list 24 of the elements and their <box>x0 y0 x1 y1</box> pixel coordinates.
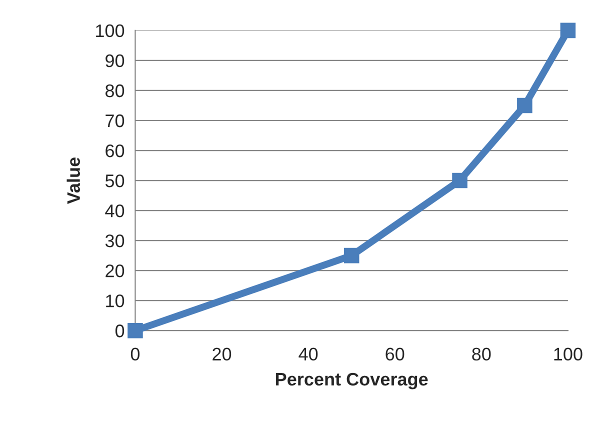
y-tick-label: 60 <box>106 144 124 158</box>
y-tick-label: 90 <box>106 54 124 68</box>
x-tick-label: 40 <box>298 348 318 361</box>
point <box>128 322 143 338</box>
point <box>344 248 360 264</box>
y-tick-label: 70 <box>106 114 124 128</box>
point <box>452 172 468 188</box>
point <box>560 22 576 38</box>
y-axis-title: Value <box>66 158 80 204</box>
y-tick-label: 50 <box>105 174 124 188</box>
x-tick-label: 0 <box>130 348 140 361</box>
x-tick-label: 60 <box>386 348 404 361</box>
x-tick-label: 20 <box>212 348 232 361</box>
x-tick-label: 100 <box>554 348 582 361</box>
y-tick-label: 100 <box>96 24 124 38</box>
y-tick-label: 30 <box>105 234 124 248</box>
y-tick-label: 10 <box>106 294 124 308</box>
y-tick-label: 40 <box>105 204 124 218</box>
y-tick-label: 80 <box>106 84 124 98</box>
x-tick-label: 80 <box>472 348 491 361</box>
y-tick-label: 0 <box>115 324 124 338</box>
point <box>517 98 532 114</box>
x-axis-title: Percent Coverage <box>276 372 428 390</box>
y-tick-label: 20 <box>106 264 124 278</box>
